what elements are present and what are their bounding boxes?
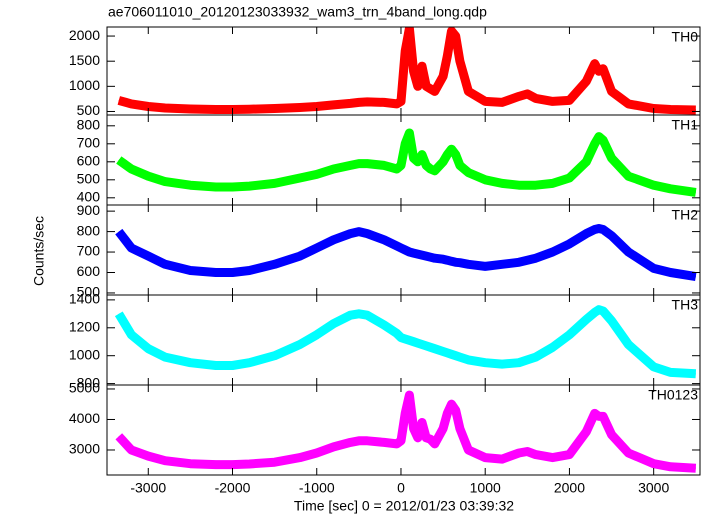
x-tick-label: 1000 xyxy=(470,480,501,496)
panel-label: TH0123 xyxy=(648,387,698,403)
panel-label: TH3 xyxy=(672,297,699,313)
panel-label: TH2 xyxy=(672,207,699,223)
y-tick-label: 1500 xyxy=(69,52,100,68)
plot-area xyxy=(114,305,697,379)
x-axis-label: Time [sec] 0 = 2012/01/23 03:39:32 xyxy=(294,498,514,514)
y-tick-label: 400 xyxy=(77,189,101,205)
x-tick-label: -3000 xyxy=(130,480,166,496)
data-line-core xyxy=(118,28,696,111)
data-line xyxy=(115,224,697,282)
panel-label: TH0 xyxy=(672,29,699,45)
y-tick-label: 500 xyxy=(77,284,101,300)
y-tick-label: 800 xyxy=(77,374,101,390)
plot-area xyxy=(115,390,697,473)
data-line xyxy=(116,128,697,197)
y-tick-label: 4000 xyxy=(69,410,100,426)
y-tick-label: 500 xyxy=(77,102,101,118)
x-tick-label: 0 xyxy=(397,480,405,496)
x-tick-label: 3000 xyxy=(638,480,669,496)
y-tick-label: 5000 xyxy=(69,380,100,396)
panel-frame xyxy=(106,384,701,476)
y-tick-label: 600 xyxy=(77,153,101,169)
y-tick-label: 2000 xyxy=(69,27,100,43)
plot-area xyxy=(115,224,697,282)
y-tick-label: 1000 xyxy=(69,77,100,93)
y-tick-label: 900 xyxy=(77,202,101,218)
chart-title: ae706011010_20120123033932_wam3_trn_4ban… xyxy=(108,4,487,20)
y-tick-label: 800 xyxy=(77,222,101,238)
y-tick-label: 700 xyxy=(77,243,101,259)
y-tick-label: 600 xyxy=(77,263,101,279)
data-line-core xyxy=(118,394,696,470)
data-line-core xyxy=(118,227,696,278)
y-tick-label: 1400 xyxy=(69,291,100,307)
plot-area xyxy=(117,27,696,115)
plot-area xyxy=(116,128,697,197)
panel-label: TH1 xyxy=(672,117,699,133)
y-tick-label: 500 xyxy=(77,171,101,187)
x-tick-label: 2000 xyxy=(554,480,585,496)
y-tick-label: 800 xyxy=(77,117,101,133)
y-tick-label: 3000 xyxy=(69,441,100,457)
y-tick-label: 1200 xyxy=(69,318,100,334)
x-tick-label: -2000 xyxy=(215,480,251,496)
y-axis-label: Counts/sec xyxy=(31,216,47,286)
data-line-core xyxy=(118,129,696,194)
x-tick-label: -1000 xyxy=(299,480,335,496)
y-tick-label: 700 xyxy=(77,135,101,151)
data-line-core xyxy=(117,308,696,375)
y-tick-label: 1000 xyxy=(69,346,100,362)
